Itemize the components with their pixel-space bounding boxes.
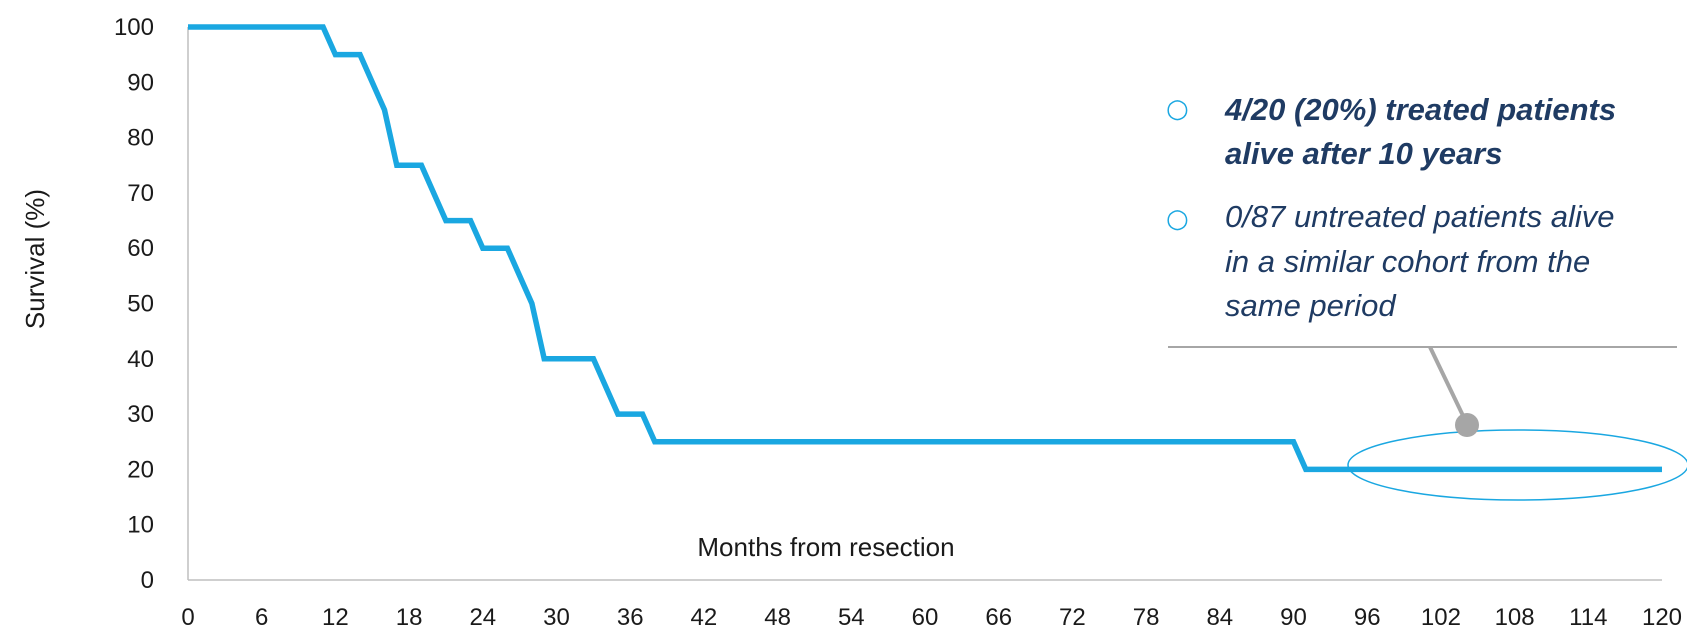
callout-pointer-dot [1455, 413, 1479, 437]
callout-pointer-line [1428, 346, 1469, 425]
bullet-marker-1: ○ [1166, 94, 1189, 124]
x-tick-label: 66 [985, 604, 1012, 631]
y-tick-label: 30 [127, 401, 154, 428]
callout-item-2-line-1: 0/87 untreated patients alive [1225, 199, 1615, 234]
x-tick-label: 108 [1495, 604, 1535, 631]
x-tick-label: 6 [255, 604, 268, 631]
x-tick-label: 102 [1421, 604, 1461, 631]
x-tick-label: 114 [1569, 604, 1607, 631]
x-tick-label: 36 [617, 604, 644, 631]
y-tick-label: 70 [127, 180, 154, 207]
x-tick-label: 84 [1206, 604, 1233, 631]
y-tick-label: 20 [127, 456, 154, 483]
x-tick-label: 18 [396, 604, 423, 631]
x-tick-label: 60 [912, 604, 939, 631]
x-tick-label: 0 [181, 604, 194, 631]
x-axis-title: Months from resection [697, 532, 954, 562]
y-tick-label: 40 [127, 346, 154, 373]
y-tick-label: 50 [127, 291, 154, 318]
y-tick-label: 90 [127, 69, 154, 96]
x-tick-label: 48 [764, 604, 791, 631]
y-axis-title: Survival (%) [20, 189, 50, 329]
survival-line [188, 24, 1662, 473]
x-tick-label: 72 [1059, 604, 1086, 631]
callout-item-2-line-2: in a similar cohort from the [1225, 244, 1590, 279]
y-tick-label: 100 [114, 14, 154, 41]
callout: ○ ○ 4/20 (20%) treated patients alive af… [1166, 92, 1687, 501]
x-tick-label: 42 [691, 604, 718, 631]
axes [187, 27, 1662, 581]
callout-item-2-line-3: same period [1225, 288, 1397, 323]
x-tick-labels: 0 6 12 18 24 30 36 42 48 54 60 66 72 78 84 90 96 102 108 11… [181, 604, 1682, 631]
x-tick-label: 78 [1133, 604, 1160, 631]
x-tick-label: 12 [322, 604, 349, 631]
callout-item-1-line-1: 4/20 (20%) treated patients [1224, 92, 1616, 127]
x-tick-label: 90 [1280, 604, 1307, 631]
x-tick-label: 96 [1354, 604, 1381, 631]
callout-item-1-line-2: alive after 10 years [1225, 136, 1503, 171]
y-tick-labels: 0 10 20 30 40 50 60 70 80 90 100 [114, 14, 154, 594]
highlight-ellipse [1347, 429, 1687, 501]
y-tick-label: 0 [141, 567, 154, 594]
x-tick-label: 30 [543, 604, 570, 631]
callout-item-2: 0/87 untreated patients alive in a simil… [1225, 199, 1623, 323]
y-tick-label: 60 [127, 235, 154, 262]
y-tick-label: 80 [127, 125, 154, 152]
x-tick-label: 54 [838, 604, 865, 631]
y-tick-label: 10 [127, 512, 154, 539]
x-tick-label: 24 [469, 604, 496, 631]
bullet-marker-2: ○ [1166, 204, 1189, 234]
x-tick-label: 120 [1642, 604, 1682, 631]
callout-item-1: 4/20 (20%) treated patients alive after … [1224, 92, 1625, 171]
